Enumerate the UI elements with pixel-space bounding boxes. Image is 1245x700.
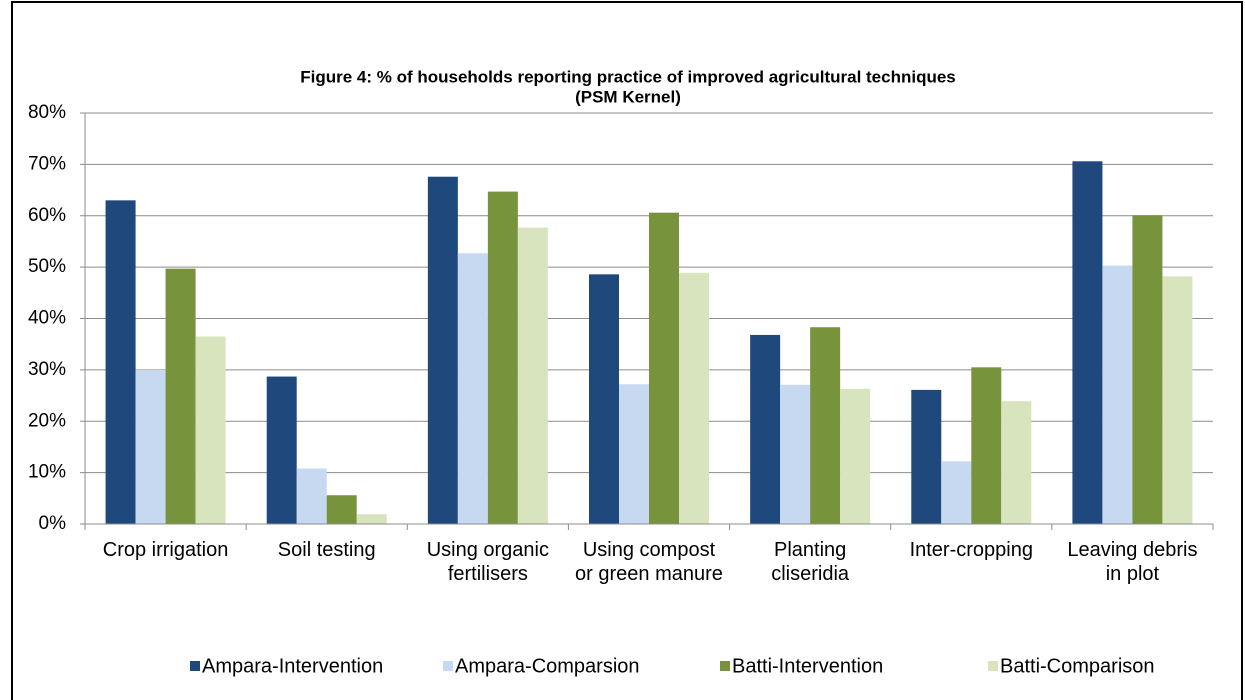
y-tick-label: 60% — [28, 205, 66, 226]
y-tick-label: 30% — [28, 359, 66, 380]
bar — [810, 327, 841, 524]
legend-label: Ampara-Comparsion — [455, 655, 640, 677]
frame — [11, 1, 1243, 700]
legend-label: Batti-Intervention — [732, 655, 883, 677]
bar — [105, 200, 136, 524]
bar — [840, 388, 871, 524]
bar — [589, 274, 619, 524]
legend-label: Ampara-Intervention — [202, 655, 383, 677]
bar — [135, 369, 166, 524]
bar — [1162, 276, 1193, 524]
bar — [1001, 401, 1032, 524]
x-tick-label: Soil testing — [277, 539, 376, 561]
legend-swatch — [720, 661, 730, 671]
bar — [1102, 265, 1133, 524]
bar — [619, 384, 649, 524]
bar — [911, 389, 942, 524]
x-tick-label: Planting cliseridia — [771, 539, 850, 585]
bar — [679, 272, 709, 524]
y-tick-label: 20% — [28, 410, 66, 431]
bar — [356, 514, 387, 524]
bar — [457, 253, 488, 524]
x-tick-label: Leaving debris in plot — [1067, 539, 1198, 585]
chart-title: Figure 4: % of households reporting prac… — [300, 67, 956, 86]
x-tick-label: Using organic fertilisers — [426, 539, 549, 585]
bar — [165, 268, 196, 524]
legend-swatch — [190, 661, 200, 671]
x-tick-label: Crop irrigation — [102, 539, 229, 561]
legend-label: Batti-Comparison — [1000, 655, 1155, 677]
bar — [780, 384, 811, 524]
bar — [326, 495, 357, 524]
bar — [427, 176, 458, 524]
bar — [195, 336, 226, 524]
bar — [517, 227, 548, 524]
y-tick-label: 40% — [28, 308, 66, 329]
legend-swatch — [443, 661, 453, 671]
bar — [296, 468, 327, 524]
chart-title: (PSM Kernel) — [575, 87, 681, 106]
bar — [1072, 161, 1103, 525]
bar — [487, 191, 518, 524]
y-tick-label: 80% — [28, 102, 66, 123]
legend-swatch — [988, 661, 998, 671]
bar — [971, 367, 1002, 524]
y-tick-label: 70% — [28, 153, 66, 174]
y-tick-label: 50% — [28, 256, 66, 277]
x-tick-label: Using compost or green manure — [575, 539, 723, 585]
bar — [750, 334, 781, 524]
x-tick-label: Inter-cropping — [909, 539, 1033, 561]
bar — [1132, 215, 1163, 524]
y-tick-label: 0% — [39, 513, 67, 534]
bar — [266, 376, 297, 524]
y-tick-label: 10% — [28, 462, 66, 483]
bar — [649, 212, 679, 525]
bar — [941, 461, 972, 524]
